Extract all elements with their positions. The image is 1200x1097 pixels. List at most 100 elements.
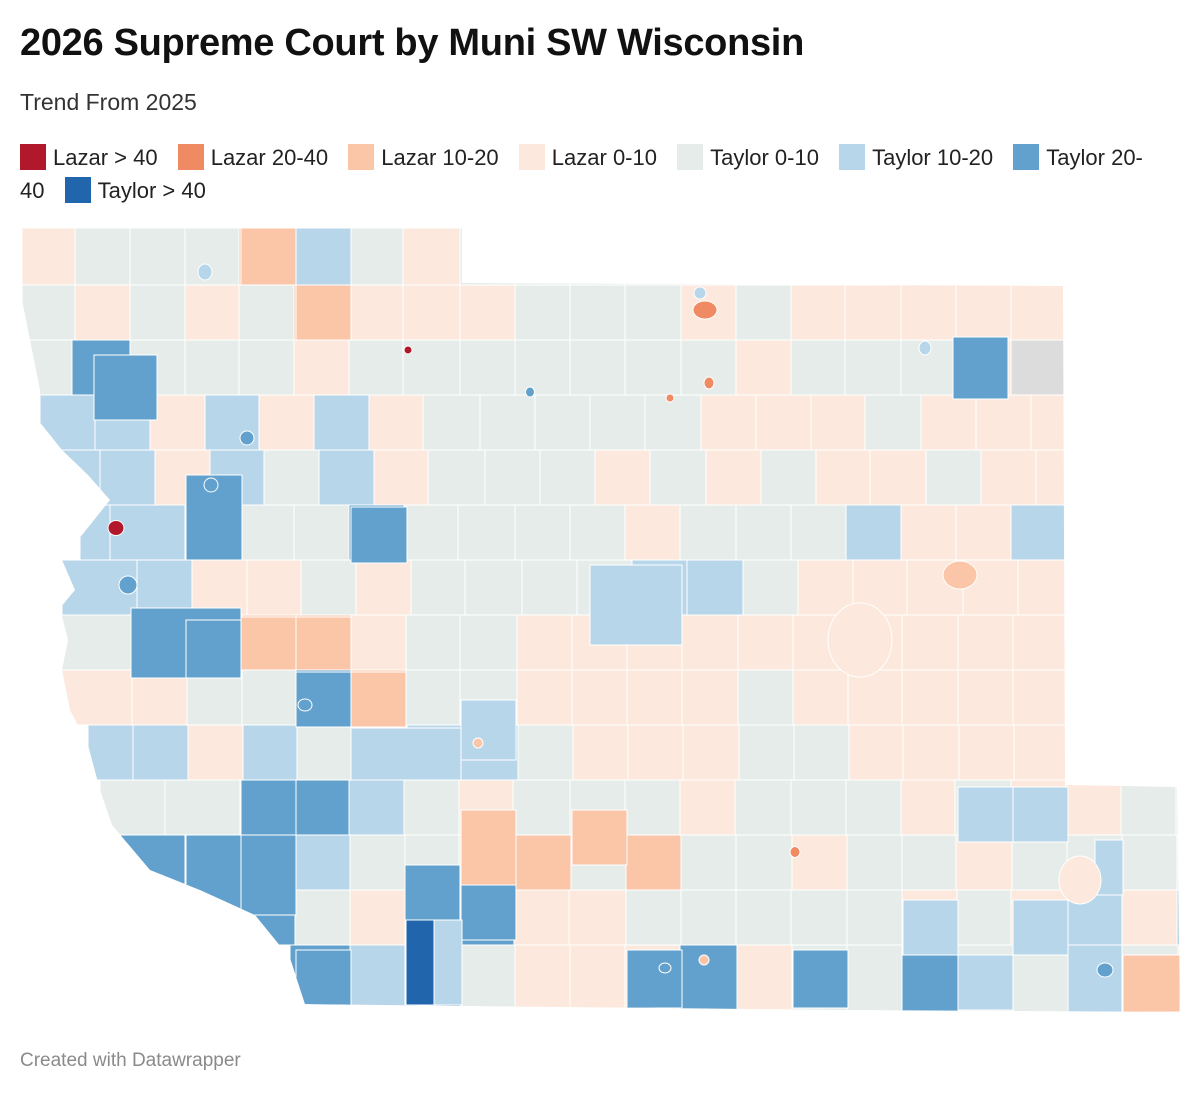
- city-blob[interactable]: [698, 954, 710, 966]
- municipality-cell[interactable]: [74, 228, 131, 286]
- municipality-cell[interactable]: [624, 504, 681, 561]
- municipality-cell[interactable]: [513, 889, 570, 946]
- municipality-cell[interactable]: [39, 394, 96, 451]
- municipality-cell[interactable]: [295, 284, 352, 341]
- municipality-cell[interactable]: [263, 449, 320, 506]
- municipality-cell[interactable]: [955, 834, 1013, 891]
- city-blob[interactable]: [472, 737, 484, 749]
- municipality-cell[interactable]: [484, 449, 541, 506]
- municipality-cell[interactable]: [901, 944, 959, 1012]
- municipality-cell[interactable]: [900, 779, 956, 836]
- legend-item-lazar-0-10[interactable]: Lazar 0-10: [518, 144, 657, 170]
- municipality-cell[interactable]: [1177, 944, 1200, 1012]
- municipality-cell[interactable]: [460, 809, 517, 886]
- municipality-cell[interactable]: [644, 394, 702, 451]
- municipality-cell[interactable]: [1013, 724, 1070, 781]
- municipality-cell[interactable]: [735, 834, 793, 891]
- municipality-cell[interactable]: [957, 954, 1014, 1011]
- municipality-cell[interactable]: [679, 504, 737, 561]
- municipality-cell[interactable]: [900, 339, 957, 396]
- municipality-cell[interactable]: [1122, 954, 1180, 1012]
- municipality-cell[interactable]: [864, 394, 922, 451]
- municipality-cell[interactable]: [1120, 504, 1177, 561]
- municipality-cell[interactable]: [738, 724, 795, 781]
- municipality-cell[interactable]: [403, 504, 459, 561]
- municipality-cell[interactable]: [735, 504, 792, 561]
- municipality-cell[interactable]: [1017, 559, 1074, 616]
- municipality-cell[interactable]: [1012, 614, 1069, 671]
- municipality-cell[interactable]: [293, 339, 350, 396]
- municipality-cell[interactable]: [99, 449, 156, 506]
- municipality-cell[interactable]: [735, 889, 792, 946]
- municipality-cell[interactable]: [184, 284, 240, 341]
- municipality-cell[interactable]: [901, 614, 959, 671]
- municipality-cell[interactable]: [459, 614, 518, 671]
- municipality-cell[interactable]: [459, 284, 516, 341]
- municipality-cell[interactable]: [1119, 228, 1176, 286]
- municipality-cell[interactable]: [403, 779, 460, 836]
- municipality-cell[interactable]: [1174, 284, 1200, 341]
- municipality-cell[interactable]: [680, 834, 737, 891]
- municipality-cell[interactable]: [736, 944, 793, 1012]
- municipality-cell[interactable]: [246, 559, 302, 616]
- municipality-cell[interactable]: [242, 724, 298, 781]
- municipality-cell[interactable]: [513, 834, 572, 891]
- municipality-cell[interactable]: [1035, 449, 1092, 506]
- municipality-cell[interactable]: [459, 944, 516, 1012]
- municipality-cell[interactable]: [625, 834, 682, 891]
- municipality-cell[interactable]: [844, 228, 901, 286]
- municipality-cell[interactable]: [1174, 339, 1200, 396]
- municipality-cell[interactable]: [1067, 614, 1124, 671]
- municipality-cell[interactable]: [956, 889, 1012, 946]
- municipality-cell[interactable]: [404, 864, 461, 921]
- city-blob[interactable]: [203, 477, 219, 493]
- municipality-cell[interactable]: [294, 889, 351, 946]
- municipality-cell[interactable]: [649, 449, 707, 506]
- municipality-cell[interactable]: [21, 284, 76, 341]
- municipality-cell[interactable]: [815, 449, 871, 506]
- city-blob[interactable]: [197, 263, 213, 281]
- municipality-cell[interactable]: [349, 944, 406, 1012]
- municipality-cell[interactable]: [184, 228, 240, 286]
- municipality-cell[interactable]: [1120, 284, 1176, 341]
- municipality-cell[interactable]: [187, 724, 244, 781]
- municipality-cell[interactable]: [847, 669, 903, 726]
- municipality-cell[interactable]: [1123, 724, 1180, 781]
- municipality-cell[interactable]: [405, 669, 461, 726]
- municipality-cell[interactable]: [240, 228, 297, 286]
- municipality-cell[interactable]: [99, 779, 166, 836]
- municipality-cell[interactable]: [109, 834, 186, 891]
- municipality-cell[interactable]: [1175, 779, 1200, 836]
- municipality-cell[interactable]: [318, 449, 375, 506]
- city-blob[interactable]: [118, 575, 138, 595]
- municipality-cell[interactable]: [1176, 889, 1200, 946]
- municipality-cell[interactable]: [571, 669, 628, 726]
- legend-item-lazar-10-20[interactable]: Lazar 10-20: [348, 144, 499, 170]
- municipality-cell[interactable]: [569, 339, 626, 396]
- municipality-cell[interactable]: [952, 336, 1009, 400]
- municipality-cell[interactable]: [1183, 560, 1200, 615]
- city-blob[interactable]: [693, 286, 707, 300]
- city-blob[interactable]: [827, 602, 893, 678]
- municipality-cell[interactable]: [1012, 944, 1069, 1012]
- municipality-cell[interactable]: [1085, 394, 1142, 451]
- municipality-cell[interactable]: [980, 449, 1037, 506]
- city-blob[interactable]: [918, 340, 932, 356]
- municipality-cell[interactable]: [129, 228, 186, 286]
- municipality-cell[interactable]: [846, 834, 903, 891]
- municipality-cell[interactable]: [93, 354, 158, 421]
- municipality-cell[interactable]: [589, 394, 646, 451]
- municipality-cell[interactable]: [149, 394, 206, 451]
- municipality-cell[interactable]: [1067, 944, 1123, 1012]
- municipality-cell[interactable]: [313, 394, 370, 451]
- municipality-cell[interactable]: [1177, 614, 1200, 671]
- municipality-cell[interactable]: [1140, 394, 1195, 451]
- municipality-cell[interactable]: [682, 724, 740, 781]
- municipality-cell[interactable]: [1176, 834, 1200, 891]
- municipality-cell[interactable]: [240, 834, 297, 916]
- municipality-cell[interactable]: [1065, 779, 1122, 836]
- municipality-cell[interactable]: [734, 779, 792, 836]
- municipality-cell[interactable]: [681, 669, 739, 726]
- municipality-cell[interactable]: [901, 669, 959, 726]
- municipality-cell[interactable]: [348, 779, 405, 836]
